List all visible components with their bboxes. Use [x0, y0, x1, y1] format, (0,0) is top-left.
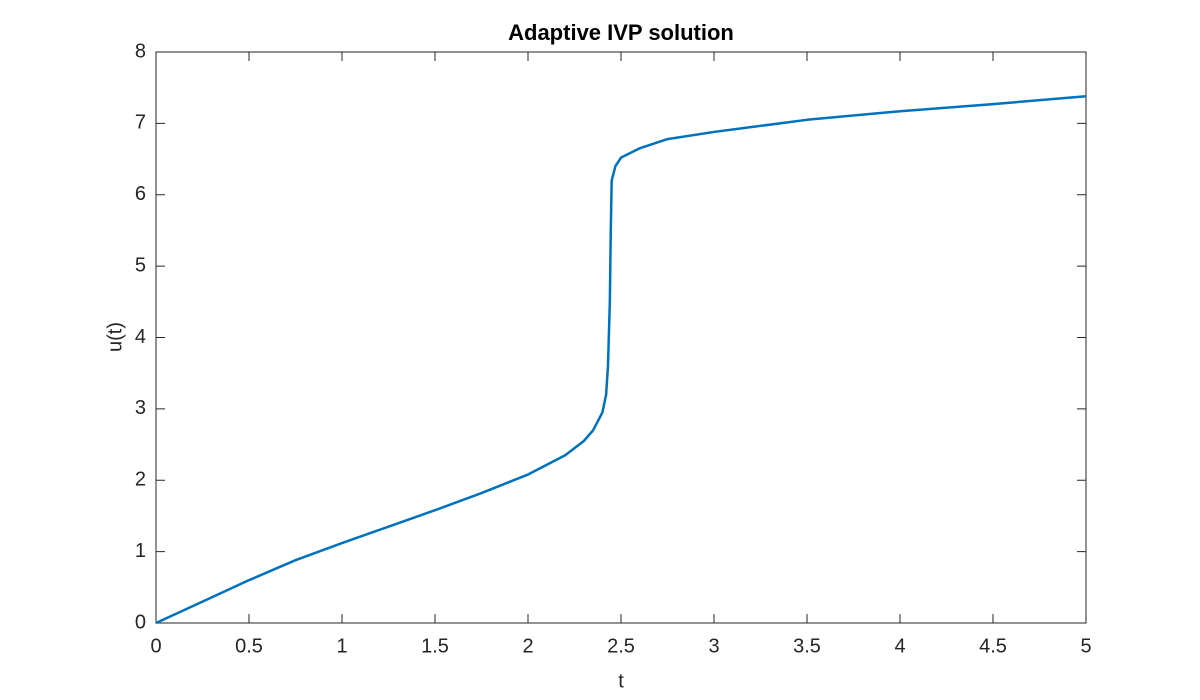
x-tick-label: 2 [522, 635, 533, 657]
y-tick-label: 7 [135, 112, 146, 134]
x-tick-label: 1.5 [421, 635, 449, 657]
x-tick-label: 0 [150, 635, 161, 657]
y-tick-label: 0 [135, 611, 146, 633]
plot-area [155, 51, 1087, 624]
y-tick-label: 1 [135, 540, 146, 562]
y-tick-label: 5 [135, 254, 146, 276]
y-tick-label: 6 [135, 183, 146, 205]
x-tick-label: 2.5 [607, 635, 635, 657]
x-tick-label: 3.5 [793, 635, 821, 657]
x-tick-label: 5 [1080, 635, 1091, 657]
chart-title: Adaptive IVP solution [508, 20, 734, 45]
y-tick-label: 3 [135, 397, 146, 419]
x-tick-label: 4.5 [979, 635, 1007, 657]
x-axis-label: t [618, 670, 624, 692]
x-tick-label: 0.5 [235, 635, 263, 657]
y-tick-label: 4 [135, 326, 146, 348]
x-tick-label: 3 [708, 635, 719, 657]
y-tick-label: 8 [135, 40, 146, 62]
x-tick-label: 1 [336, 635, 347, 657]
line [155, 95, 1087, 625]
x-tick-label: 4 [894, 635, 905, 657]
y-axis-label: u(t) [104, 322, 126, 352]
y-tick-label: 2 [135, 469, 146, 491]
